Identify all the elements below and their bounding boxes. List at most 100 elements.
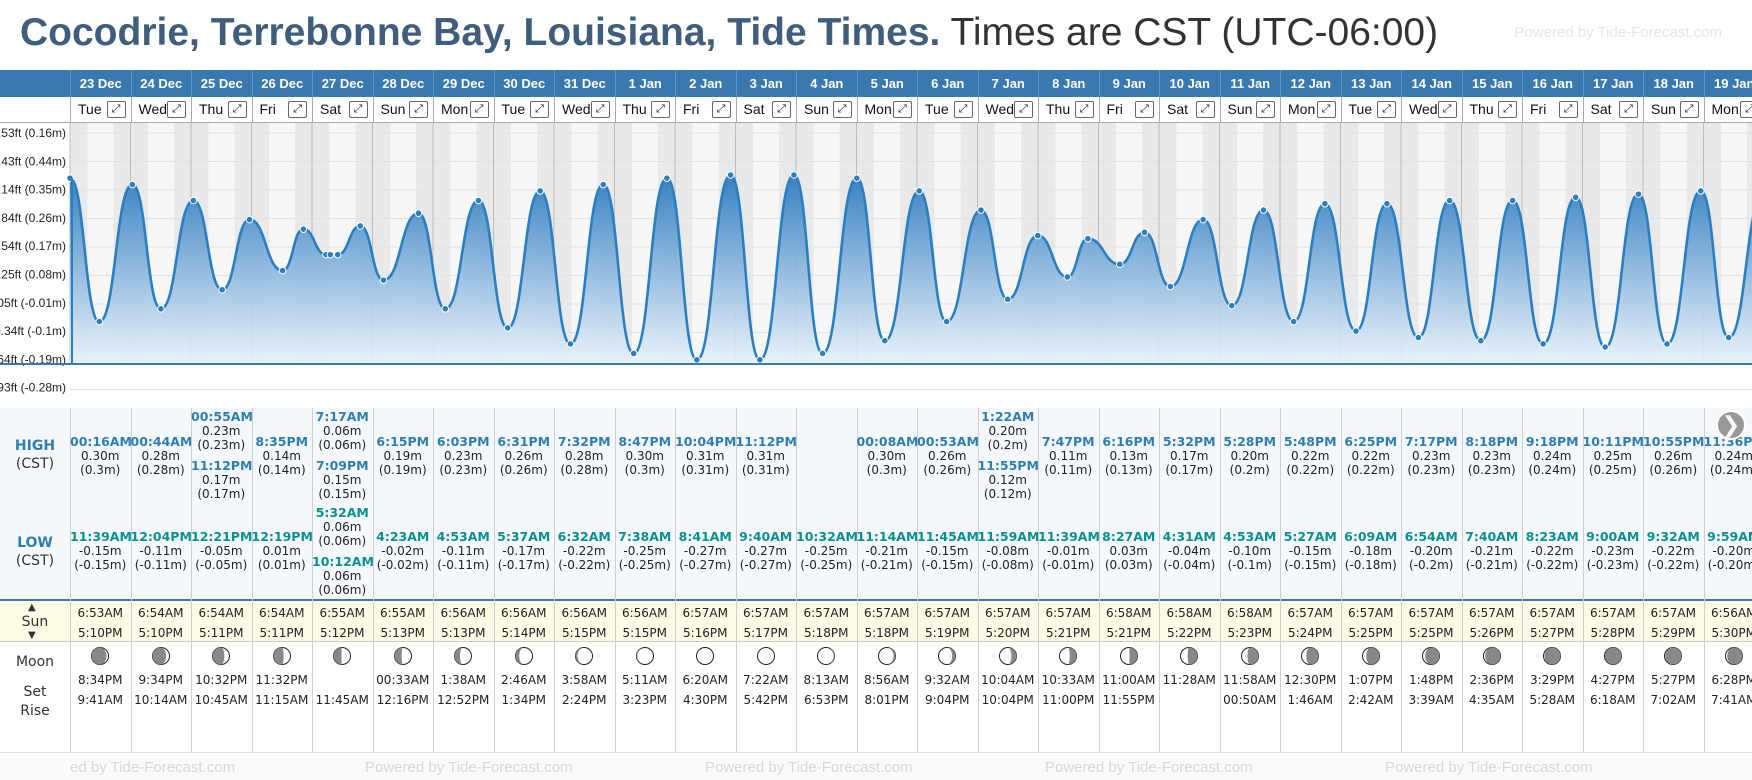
high-tide-entry: 11:12PM 0.31m (0.31m) [736,434,797,477]
expand-icon[interactable]: ⤢ [348,101,368,118]
moon-phase-icon [1664,647,1683,665]
day-cell: Fri ⤢ [675,97,736,123]
page-title: Cocodrie, Terrebonne Bay, Louisiana, Tid… [20,11,1438,55]
low-tide-height-alt: (0.03m) [1104,558,1153,572]
tide-point [1033,231,1042,240]
expand-icon[interactable]: ⤢ [1498,101,1517,118]
high-tide-time: 9:18PM [1525,433,1579,449]
footer-watermark-2: Powered by Tide-Forecast.com [705,759,913,776]
high-tide-height: 0.15m [323,473,362,487]
expand-icon[interactable]: ⤢ [590,101,610,118]
sun-cell: 6:57AM 5:18PM [857,603,918,643]
high-tide-time: 11:12PM [735,433,797,449]
low-tide-height-alt: (0.01m) [257,558,306,572]
expand-icon[interactable]: ⤢ [1740,101,1752,118]
y-tick-label: 1.43ft (0.44m) [0,154,66,168]
moon-rise-time: 7:02AM [1650,693,1696,707]
expand-icon[interactable]: ⤢ [1377,101,1396,118]
expand-icon[interactable]: ⤢ [832,101,852,118]
moon-rise-time: 8:01PM [864,693,910,707]
expand-icon[interactable]: ⤢ [1195,101,1215,118]
column-divider [1582,408,1584,753]
moon-set-time: 6:28PM [1711,673,1752,687]
low-tide-height-alt: (-0.04m) [1163,558,1216,572]
moon-phase-icon [1361,647,1380,665]
moon-cell: 6:28PM 7:41AM [1704,646,1752,710]
high-tz-label: (CST) [15,456,55,472]
low-tide-time: 12:21PM [191,529,253,544]
expand-icon[interactable]: ⤢ [953,101,973,118]
high-tide-entry: 6:16PM 0.13m (0.13m) [1099,434,1160,477]
expand-icon[interactable]: ⤢ [227,101,247,118]
day-cell: Sat ⤢ [1582,97,1644,123]
moon-phase-icon [817,647,836,665]
sunrise-time: 6:54AM [137,606,184,620]
expand-icon[interactable]: ⤢ [1135,101,1154,118]
sunset-time: 5:21PM [1045,626,1091,640]
expand-icon[interactable]: ⤢ [167,101,186,118]
high-tide-cell: 8:35PM 0.14m (0.14m) [252,408,313,502]
expand-icon[interactable]: ⤢ [1437,101,1457,118]
moon-shadow [454,647,464,665]
expand-icon[interactable]: ⤢ [772,101,791,118]
watermark-top: Powered by Tide-Forecast.com [1514,24,1722,41]
low-tide-entry: 10:32AM -0.25m (-0.25m) [796,529,858,572]
expand-icon[interactable]: ⤢ [1256,101,1275,118]
expand-icon[interactable]: ⤢ [106,101,126,118]
day-cell: Thu ⤢ [191,97,252,123]
low-tide-height: -0.18m [1349,544,1393,558]
moon-rise-time: 11:15AM [255,693,309,707]
low-tide-time: 9:59AM [1707,529,1752,544]
expand-icon[interactable]: ⤢ [288,101,307,118]
sun-cell: 6:58AM 5:22PM [1159,603,1220,643]
high-tide-height: 0.20m [1230,448,1269,463]
low-tide-height-alt: (-0.25m) [618,558,671,572]
expand-icon[interactable]: ⤢ [711,101,731,118]
day-label: Fri [259,101,276,117]
high-tide-cell: 5:32PM 0.17m (0.17m) [1159,408,1220,502]
high-tide-entry: 10:04PM 0.31m (0.31m) [675,434,736,477]
high-tide-cell [796,408,857,502]
next-page-button[interactable]: ❯ [1716,410,1746,440]
high-tide-height: 0.28m [565,448,604,463]
sunset-time: 5:30PM [1711,626,1752,640]
moon-cell: 12:30PM 1:46AM [1280,646,1341,710]
sunset-time: 5:15PM [561,626,607,640]
moon-shadow [1726,647,1743,665]
high-tide-height-alt: (0.23m) [1467,462,1516,477]
expand-icon[interactable]: ⤢ [469,101,489,118]
expand-icon[interactable]: ⤢ [1558,101,1578,118]
moon-shadow [1604,647,1622,665]
moon-cell: 8:13AM 6:53PM [796,646,857,710]
high-tide-height: 0.23m [202,424,241,438]
expand-icon[interactable]: ⤢ [530,101,549,118]
expand-icon[interactable]: ⤢ [1014,101,1033,118]
sunset-time: 5:12PM [319,626,365,640]
high-tide-height: 0.19m [383,448,422,463]
moon-rise-time: 3:39AM [1408,693,1454,707]
tide-point [503,324,512,332]
expand-icon[interactable]: ⤢ [1074,101,1094,118]
moon-shadow [1484,647,1501,665]
title-location: Cocodrie, Terrebonne Bay, Louisiana, Tid… [20,11,941,54]
expand-icon[interactable]: ⤢ [1619,101,1638,118]
high-tide-time: 7:17PM [1404,433,1458,449]
day-cell: Tue ⤢ [917,97,978,123]
expand-icon[interactable]: ⤢ [1316,101,1336,118]
footer-watermark-4: Powered by Tide-Forecast.com [1385,759,1593,776]
expand-icon[interactable]: ⤢ [409,101,428,118]
expand-icon[interactable]: ⤢ [893,101,912,118]
expand-icon[interactable]: ⤢ [651,101,670,118]
day-label: Wed [562,101,591,117]
sun-cell: 6:57AM 5:28PM [1583,603,1644,643]
expand-icon[interactable]: ⤢ [1679,101,1699,118]
sunrise-time: 6:57AM [1589,606,1636,620]
sun-cell: 6:56AM 5:15PM [554,603,615,643]
low-tide-entry: 12:04PM -0.11m (-0.11m) [131,529,192,572]
date-cell: 13 Jan [1340,70,1402,97]
high-tide-height: 0.23m [1472,448,1511,463]
low-tide-time: 5:32AM [315,504,369,520]
high-tide-height: 0.22m [1351,448,1390,463]
high-tide-height-alt: (0.13m) [1104,462,1153,477]
low-tide-time: 4:53AM [436,529,490,544]
